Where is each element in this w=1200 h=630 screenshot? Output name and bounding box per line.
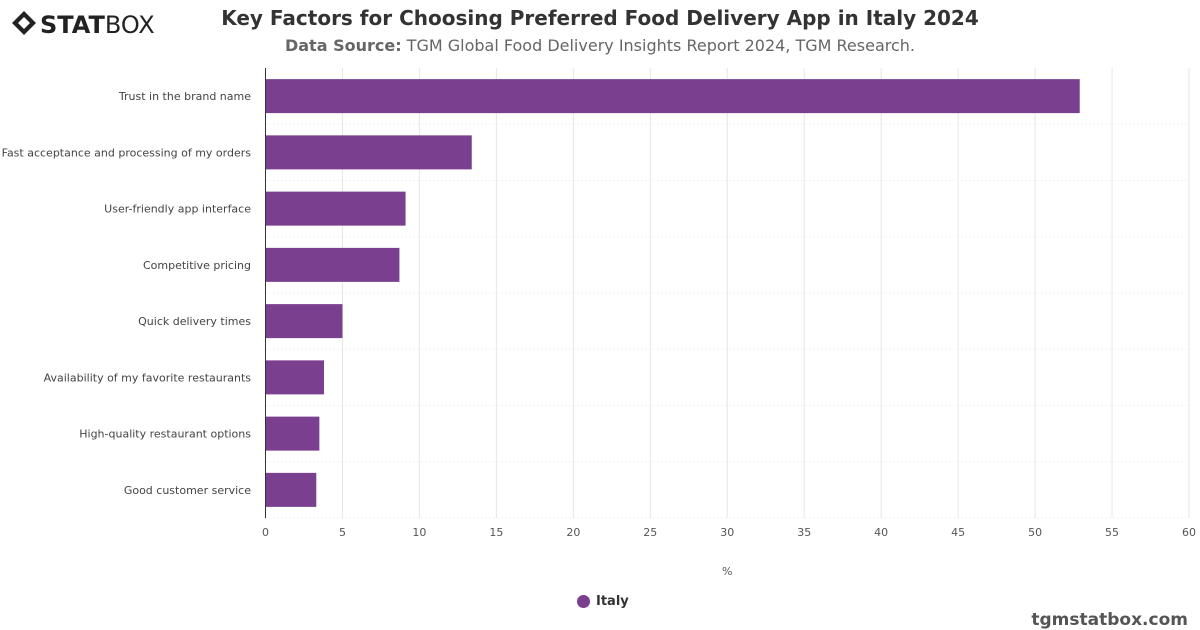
y-tick-label: User-friendly app interface	[104, 203, 251, 216]
y-tick-label: Trust in the brand name	[118, 90, 251, 103]
x-tick-label: 60	[1182, 526, 1196, 539]
x-tick-label: 45	[951, 526, 965, 539]
bar-7	[265, 416, 320, 451]
x-axis-label: %	[722, 565, 732, 578]
footer-watermark: tgmstatbox.com	[1031, 610, 1188, 630]
legend-label: Italy	[596, 594, 629, 609]
source-text: TGM Global Food Delivery Insights Report…	[401, 36, 916, 55]
x-tick-label: 30	[720, 526, 734, 539]
y-tick-label: Competitive pricing	[143, 259, 251, 272]
source-label: Data Source:	[284, 36, 402, 55]
bar-1	[265, 79, 1080, 114]
bar-4	[265, 247, 400, 282]
x-tick-label: 5	[339, 526, 346, 539]
x-tick-label: 10	[412, 526, 426, 539]
x-tick-label: 55	[1105, 526, 1119, 539]
x-tick-label: 15	[489, 526, 503, 539]
y-tick-label: Good customer service	[124, 484, 251, 497]
statbox-logo: STATBOX	[12, 11, 155, 38]
legend-item-italy[interactable]: Italy	[577, 594, 629, 609]
x-tick-label: 20	[566, 526, 580, 539]
bar-3	[265, 191, 406, 226]
legend-marker	[577, 595, 590, 608]
bar-2	[265, 135, 472, 170]
x-tick-label: 35	[797, 526, 811, 539]
x-tick-label: 25	[643, 526, 657, 539]
chart-title: Key Factors for Choosing Preferred Food …	[221, 6, 979, 30]
y-tick-label: Quick delivery times	[138, 315, 251, 328]
x-tick-label: 50	[1028, 526, 1042, 539]
diamond-logo-icon	[12, 11, 36, 35]
bar-6	[265, 360, 324, 395]
x-tick-label: 40	[874, 526, 888, 539]
svg-text:STATBOX: STATBOX	[40, 11, 155, 38]
chart-subtitle: Data Source: TGM Global Food Delivery In…	[0, 36, 1200, 55]
y-tick-label: High-quality restaurant options	[79, 428, 251, 441]
y-tick-label: Availability of my favorite restaurants	[44, 371, 252, 384]
x-tick-label: 0	[262, 526, 269, 539]
y-tick-label: Fast acceptance and processing of my ord…	[2, 146, 252, 159]
bar-5	[265, 304, 343, 339]
bar-8	[265, 472, 317, 507]
